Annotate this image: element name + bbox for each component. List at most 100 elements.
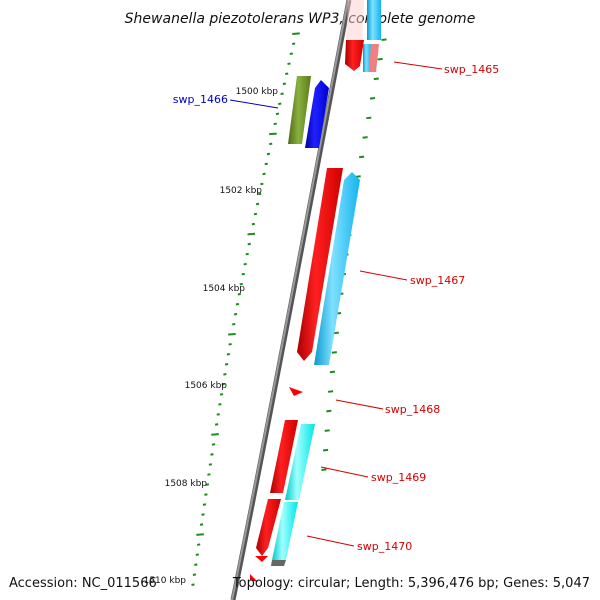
scale-tick-32 [226, 353, 231, 356]
scale-tick-40 [211, 433, 219, 436]
scale-tick-4 [285, 72, 289, 76]
scale-tick-29 [232, 322, 236, 326]
scale-tick-50 [196, 533, 204, 536]
inner-mark-18 [327, 390, 334, 393]
scale-tick-39 [214, 423, 219, 426]
scale-tick-9 [273, 122, 277, 126]
scale-tick-13 [264, 162, 268, 166]
tick-label-1502: 1502 kbp [220, 186, 263, 196]
scale-tick-31 [228, 342, 232, 346]
inner-mark-16 [331, 351, 337, 354]
gene-label-swp-1468[interactable]: swp_1468 [385, 403, 440, 416]
scale-tick-1 [291, 42, 296, 45]
scale-tick-48 [201, 513, 205, 516]
scale-tick-3 [287, 62, 291, 66]
scale-tick-23 [243, 262, 247, 266]
cds-swp-1465-sky[interactable] [363, 44, 371, 72]
inner-mark-2 [373, 77, 379, 81]
inner-mark-19 [326, 409, 332, 413]
scale-tick-22 [245, 252, 249, 256]
scale-tick-10 [269, 132, 277, 136]
gene-label-swp-1469[interactable]: swp_1469 [371, 471, 426, 484]
inner-mark-5 [362, 136, 368, 139]
accession-text: Accession: NC_011566 [9, 576, 157, 591]
map-title: Shewanella piezotolerans WP3, complete g… [125, 11, 476, 27]
scale-tick-18 [253, 212, 258, 216]
cds-swp-1468-red[interactable] [289, 387, 303, 396]
cds-swp-1469-cyan[interactable] [285, 424, 315, 500]
scale-tick-54 [192, 573, 197, 576]
scale-tick-12 [266, 152, 271, 156]
cds-swp-1465-pink[interactable] [369, 44, 379, 72]
tick-label-1508: 1508 kbp [165, 479, 208, 489]
cds-swp-1466-blue[interactable] [305, 80, 329, 148]
cds-swp-1465-shade [346, 0, 364, 40]
cds-swp-1470-cyan[interactable] [272, 502, 298, 560]
leader-swp-1465 [393, 61, 443, 70]
scale-tick-6 [280, 92, 284, 96]
scale-tick-51 [196, 543, 201, 546]
scale-tick-33 [224, 363, 229, 366]
scale-tick-26 [237, 292, 242, 296]
tick-label-1506: 1506 kbp [185, 381, 228, 391]
inner-mark-0 [381, 38, 387, 41]
scale-tick-24 [241, 272, 245, 276]
scale-tick-28 [233, 312, 238, 316]
inner-mark-20 [324, 429, 330, 432]
cds-swp-1470-red[interactable] [256, 499, 281, 556]
scale-tick-11 [269, 142, 273, 146]
inner-mark-22 [321, 468, 327, 471]
scale-tick-27 [235, 302, 240, 306]
scale-tick-35 [221, 383, 225, 386]
scale-tick-41 [211, 443, 216, 446]
cds-small-red-2[interactable] [250, 574, 258, 582]
cds-swp-1467-red[interactable] [297, 168, 343, 361]
inner-mark-15 [333, 331, 339, 335]
tick-label-1510: 1510 kbp [144, 576, 187, 586]
scale-tick-38 [216, 413, 220, 416]
scale-tick-30 [228, 332, 236, 336]
leader-swp-1466 [229, 99, 279, 109]
genome-backbone-highlight [231, 0, 349, 600]
leader-swp-1468 [335, 399, 384, 410]
scale-tick-37 [218, 403, 222, 406]
gene-label-swp-1467[interactable]: swp_1467 [410, 274, 465, 287]
topology-text: Topology: circular; Length: 5,396,476 bp… [232, 576, 590, 591]
cds-swp-1470-grey[interactable] [271, 560, 286, 566]
cds-swp-1465-red[interactable] [345, 40, 364, 71]
cds-swp-1469-red[interactable] [270, 420, 298, 493]
scale-tick-marks [191, 32, 300, 586]
scale-tick-36 [219, 393, 224, 396]
gene-label-swp-1465[interactable]: swp_1465 [444, 63, 499, 76]
inner-mark-21 [322, 448, 329, 452]
scale-tick-15 [260, 182, 264, 186]
tick-label-1504: 1504 kbp [203, 284, 246, 294]
scale-tick-14 [262, 172, 266, 176]
scale-tick-46 [204, 493, 208, 496]
scale-tick-45 [205, 483, 210, 486]
gene-label-swp-1470[interactable]: swp_1470 [357, 540, 412, 553]
cds-small-red-1[interactable] [255, 556, 268, 562]
scale-tick-21 [247, 242, 251, 246]
inner-mark-1 [377, 57, 383, 61]
gene-label-swp-1466[interactable]: swp_1466 [173, 93, 228, 106]
cds-swp-1467-blue[interactable] [314, 172, 360, 365]
gene-features [250, 0, 381, 582]
scale-tick-2 [289, 52, 294, 56]
scale-tick-8 [275, 112, 280, 116]
scale-tick-52 [195, 553, 199, 556]
kbp-labels: 1500 kbp 1502 kbp 1504 kbp 1506 kbp 1508… [144, 87, 279, 586]
scale-tick-0 [292, 32, 300, 35]
scale-tick-34 [223, 373, 227, 376]
cds-swp-1465-blue[interactable] [367, 0, 381, 40]
cds-swp-1466-olive[interactable] [288, 76, 311, 144]
scale-tick-49 [199, 523, 204, 526]
scale-tick-42 [210, 453, 214, 456]
scale-tick-43 [208, 463, 213, 466]
scale-tick-7 [278, 102, 282, 106]
inner-mark-4 [366, 116, 372, 120]
scale-tick-19 [251, 222, 256, 226]
scale-tick-47 [202, 503, 207, 506]
